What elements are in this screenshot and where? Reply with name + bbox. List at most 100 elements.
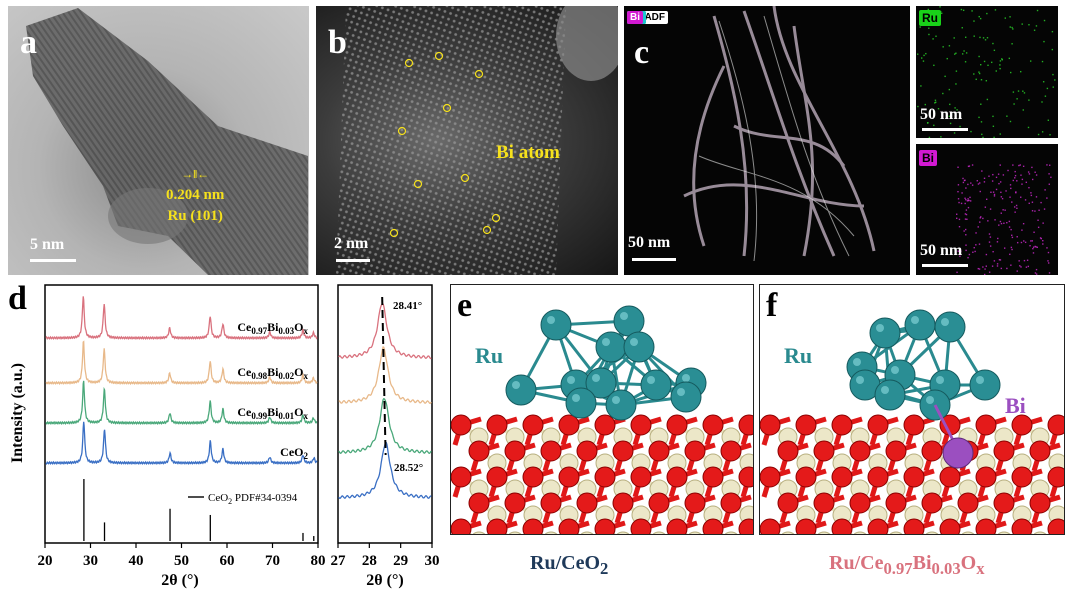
zoom-series-line bbox=[338, 397, 432, 455]
zoom-x-tick-label: 29 bbox=[393, 553, 408, 569]
bi-atom-marker bbox=[389, 228, 399, 238]
scale-bar-b bbox=[336, 259, 370, 262]
o-atom bbox=[993, 440, 1015, 462]
xrd-series-line bbox=[45, 296, 318, 341]
scale-label-bi: 50 nm bbox=[920, 242, 963, 259]
o-atom bbox=[522, 466, 544, 488]
ru-ceo2-model bbox=[451, 305, 753, 534]
peak-shift-line bbox=[381, 296, 387, 456]
x-tick-label: 30 bbox=[83, 553, 98, 569]
bi-atom-marker bbox=[474, 69, 484, 79]
zoom-x-tick-label: 30 bbox=[425, 553, 440, 569]
o-atom bbox=[921, 492, 943, 514]
o-atom bbox=[1047, 518, 1064, 534]
xrd-series-line bbox=[45, 421, 318, 466]
y-axis-label: Intensity (a.u.) bbox=[9, 363, 26, 463]
oxide-slab bbox=[760, 414, 1064, 534]
panel-e-structure: e Ru bbox=[450, 284, 754, 535]
o-atom bbox=[1029, 440, 1051, 462]
scale-label-c: 50 nm bbox=[628, 234, 671, 251]
o-atom bbox=[903, 466, 925, 488]
bi-atom-marker bbox=[482, 225, 492, 235]
panel-c-bi-map: Bi 50 nm bbox=[916, 144, 1058, 275]
lattice-plane: Ru (101) bbox=[167, 208, 223, 224]
o-atom bbox=[702, 518, 724, 534]
ru-label-f: Ru bbox=[784, 343, 813, 368]
panel-label-e: e bbox=[457, 287, 473, 324]
o-atom bbox=[777, 492, 799, 514]
xrd-series-line bbox=[45, 340, 318, 386]
o-atom bbox=[867, 466, 889, 488]
lattice-spacing: 0.204 nm bbox=[166, 187, 225, 203]
ru-map-dots bbox=[916, 6, 1056, 138]
bi-atom-marker bbox=[460, 173, 470, 183]
x-tick-label: 70 bbox=[265, 553, 280, 569]
o-atom bbox=[885, 492, 907, 514]
bi-atom-marker bbox=[491, 213, 501, 223]
o-atom bbox=[522, 414, 544, 436]
o-atom bbox=[1029, 492, 1051, 514]
o-atom bbox=[594, 466, 616, 488]
scale-label-b: 2 nm bbox=[334, 235, 369, 252]
o-atom bbox=[612, 440, 634, 462]
o-atom bbox=[903, 414, 925, 436]
o-atom bbox=[1047, 414, 1064, 436]
xrd-chart: 20 30 40 50 60 70 80 2θ (°) Intensity (a.u.) Ce0.… bbox=[9, 284, 440, 589]
o-atom bbox=[468, 492, 490, 514]
panel-label-f: f bbox=[766, 287, 778, 324]
ru-atom bbox=[623, 331, 655, 363]
panel-f-structure: f Ru Bi bbox=[759, 284, 1065, 535]
o-atom bbox=[939, 466, 961, 488]
o-atom bbox=[468, 440, 490, 462]
o-atom bbox=[1011, 466, 1033, 488]
o-atom bbox=[795, 414, 817, 436]
zoom-x-tick-label: 27 bbox=[331, 553, 347, 569]
bi-atom-marker bbox=[413, 179, 423, 189]
scale-bar-c bbox=[632, 258, 676, 261]
o-atom bbox=[630, 518, 652, 534]
panel-label-a: a bbox=[20, 24, 37, 61]
scale-bar-bi bbox=[922, 264, 968, 267]
o-atom bbox=[760, 518, 781, 534]
o-atom bbox=[813, 492, 835, 514]
ru-label-e: Ru bbox=[475, 343, 504, 368]
o-atom bbox=[831, 518, 853, 534]
ru-atom bbox=[540, 309, 572, 341]
ce-atom bbox=[616, 531, 630, 534]
ru-atom bbox=[874, 379, 906, 411]
zoom-x-tick-label: 28 bbox=[362, 553, 377, 569]
ru-atom bbox=[934, 311, 966, 343]
panel-label-d: d bbox=[8, 280, 27, 317]
bi-atom-marker bbox=[397, 126, 407, 136]
ce-atom bbox=[817, 531, 831, 534]
o-atom bbox=[957, 492, 979, 514]
ce-atom bbox=[652, 531, 666, 534]
caption-e: Ru/CeO2 bbox=[530, 552, 609, 578]
o-atom bbox=[921, 440, 943, 462]
ce-atom bbox=[508, 531, 522, 534]
panel-label-b: b bbox=[328, 24, 347, 61]
o-atom bbox=[666, 466, 688, 488]
o-atom bbox=[648, 440, 670, 462]
o-atom bbox=[666, 414, 688, 436]
ce-atom bbox=[544, 531, 558, 534]
bi-atom-marker bbox=[442, 103, 452, 113]
o-atom bbox=[576, 440, 598, 462]
ce-atom bbox=[925, 531, 939, 534]
ru-atom bbox=[565, 387, 597, 419]
panel-c-ru-map: Ru 50 nm bbox=[916, 6, 1058, 138]
ce-atom bbox=[724, 531, 738, 534]
oxide-slab bbox=[451, 414, 753, 534]
o-atom bbox=[504, 440, 526, 462]
haadf-texture bbox=[336, 6, 618, 275]
series-label: Ce0.97Bi0.03Ox bbox=[237, 320, 308, 336]
o-atom bbox=[1047, 466, 1064, 488]
o-atom bbox=[540, 492, 562, 514]
o-atom bbox=[903, 518, 925, 534]
o-atom bbox=[702, 414, 724, 436]
scale-label-a: 5 nm bbox=[30, 236, 65, 253]
o-atom bbox=[451, 414, 472, 436]
peak-label-bottom: 28.52° bbox=[394, 462, 423, 474]
o-atom bbox=[594, 414, 616, 436]
x-axis-label: 2θ (°) bbox=[161, 572, 198, 589]
